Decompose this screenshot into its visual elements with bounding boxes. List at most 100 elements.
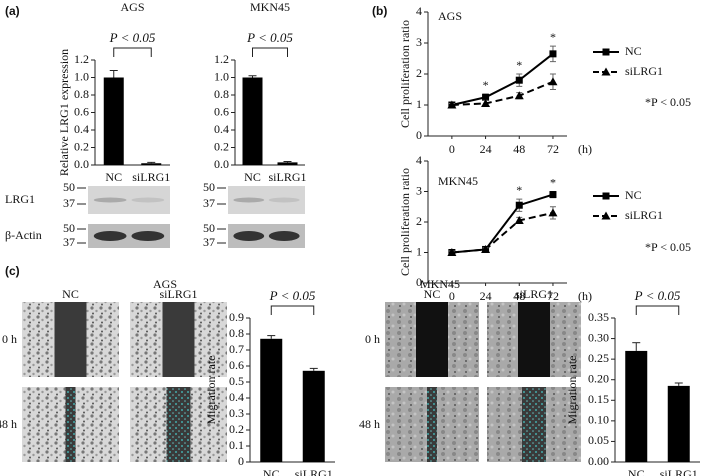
marker (602, 48, 610, 56)
blot-band (93, 231, 127, 241)
row-label: 0 h (365, 332, 380, 346)
y-tick-label: 0.00 (588, 454, 609, 468)
column-label: siLRG1 (515, 287, 553, 301)
y-tick-label: 0.5 (229, 374, 244, 388)
y-tick-label: 2 (416, 66, 422, 80)
y-tick-label: 0 (416, 128, 422, 142)
y-tick-label: 0.2 (229, 422, 244, 436)
error-bar (674, 382, 683, 386)
wound-gap (518, 302, 550, 377)
legend-label: NC (625, 44, 642, 58)
legend-label: siLRG1 (625, 208, 663, 222)
note: *P < 0.05 (645, 240, 691, 254)
y-tick-label: 0.0 (74, 157, 89, 171)
panel-label: (a) (5, 4, 20, 18)
x-tick-label: siLRG1 (132, 170, 170, 184)
marker (514, 91, 524, 100)
x-tick-label: 24 (480, 142, 492, 156)
blot-band (131, 197, 165, 203)
marker-size: 50 (203, 180, 215, 194)
y-tick-label: 0.3 (229, 406, 244, 420)
y-tick-label: 0.15 (588, 392, 609, 406)
legend-label: siLRG1 (625, 64, 663, 78)
y-axis-label: Cell proliferation ratio (398, 168, 412, 276)
column-label: siLRG1 (159, 287, 197, 301)
marker (601, 211, 611, 220)
marker-size: 50 (203, 221, 215, 235)
x-tick-label: 24 (480, 289, 492, 303)
group-title: AGS (153, 277, 177, 291)
x-tick-label: 48 (513, 289, 525, 303)
chart-title: AGS (120, 0, 144, 14)
y-tick-label: 1 (416, 244, 422, 258)
error-bar (309, 367, 318, 371)
y-tick-label: 0.0 (214, 157, 229, 171)
y-tick-label: 0.35 (588, 310, 609, 324)
x-tick-label: 48 (513, 142, 525, 156)
bar (141, 163, 162, 165)
marker (481, 244, 491, 253)
y-tick-label: 0.8 (214, 87, 229, 101)
x-tick-label: 0 (449, 289, 455, 303)
y-axis-label: Migration rate (565, 356, 579, 425)
y-tick-label: 0.4 (229, 390, 244, 404)
error-bar (147, 161, 156, 164)
marker (548, 208, 558, 217)
y-tick-label: 2 (416, 214, 422, 228)
blot-band (233, 231, 265, 241)
x-tick-label: siLRG1 (268, 170, 306, 184)
y-tick-label: 0.6 (74, 104, 89, 118)
significance-star: * (550, 175, 556, 189)
marker (447, 248, 457, 256)
blot-band (93, 197, 127, 203)
x-tick-label: NC (105, 170, 122, 184)
significance-star: * (516, 58, 522, 72)
significance-star: * (483, 78, 489, 92)
significance-label: P < 0.05 (109, 30, 156, 45)
blot-band (233, 197, 265, 203)
wound-gap (522, 387, 546, 462)
panel-label: (b) (372, 4, 387, 18)
y-tick-label: 0.7 (229, 342, 244, 356)
wound-gap (416, 302, 448, 377)
series-line (451, 53, 554, 106)
y-tick-label: 1.0 (74, 69, 89, 83)
blot-band (268, 197, 300, 203)
marker-size: 37 (63, 196, 75, 210)
significance-bracket (635, 305, 680, 315)
significance-label: P < 0.05 (246, 30, 293, 45)
marker (482, 93, 490, 101)
wound-gap (166, 387, 191, 462)
marker (548, 77, 558, 86)
chart-title: MKN45 (438, 174, 478, 188)
y-tick-label: 0 (416, 275, 422, 289)
y-tick-label: 0.9 (229, 310, 244, 324)
x-tick-label: siLRG1 (295, 467, 333, 476)
bar (277, 162, 298, 165)
chart-title: AGS (438, 9, 462, 23)
row-label: 48 h (0, 417, 17, 431)
blot-row-label: LRG1 (5, 192, 35, 206)
x-unit: (h) (578, 289, 592, 303)
y-tick-label: 3 (416, 35, 422, 49)
y-tick-label: 0.6 (229, 358, 244, 372)
y-tick-label: 0.10 (588, 413, 609, 427)
y-axis-label: Relative LRG1 expression (57, 49, 71, 176)
bar (625, 350, 648, 462)
blot-band (268, 231, 300, 241)
bar (260, 338, 283, 462)
y-tick-label: 0.2 (214, 139, 229, 153)
y-tick-label: 0.20 (588, 371, 609, 385)
marker-size: 37 (203, 235, 215, 249)
y-tick-label: 0.4 (74, 122, 89, 136)
marker (549, 50, 557, 58)
significance-label: P < 0.05 (269, 288, 316, 303)
series-line (451, 80, 554, 106)
wound-gap (65, 387, 76, 462)
marker (515, 76, 523, 84)
significance-star: * (550, 30, 556, 44)
group-title: MKN45 (420, 277, 460, 291)
y-tick-label: 0.8 (229, 326, 244, 340)
error-bar (267, 335, 276, 339)
